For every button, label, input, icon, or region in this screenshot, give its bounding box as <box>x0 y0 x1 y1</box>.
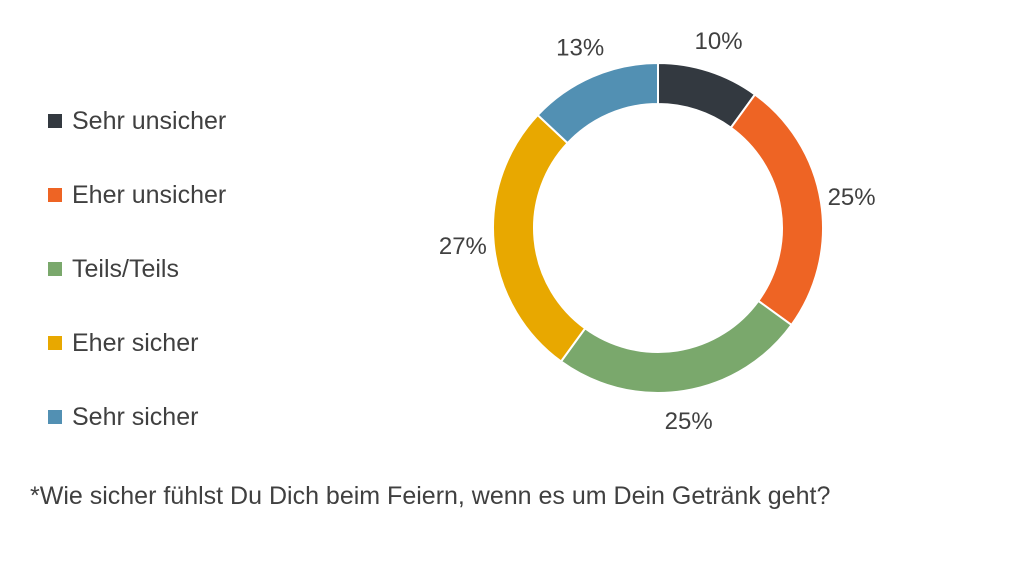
donut-slice-sehr-sicher <box>536 61 659 145</box>
legend-swatch <box>48 336 62 350</box>
legend-swatch <box>48 262 62 276</box>
donut-slice-eher-sicher <box>492 113 587 363</box>
data-label: 25% <box>828 184 876 211</box>
legend-swatch <box>48 114 62 128</box>
legend-item-eher-sicher: Eher sicher <box>48 322 226 364</box>
data-label: 13% <box>556 35 604 62</box>
data-label: 25% <box>665 408 713 435</box>
donut-chart: 10% 25% 25% 27% 13% <box>439 28 876 435</box>
chart-legend: Sehr unsicher Eher unsicher Teils/Teils … <box>48 100 226 470</box>
legend-item-eher-unsicher: Eher unsicher <box>48 174 226 216</box>
legend-item-sehr-sicher: Sehr sicher <box>48 396 226 438</box>
legend-label: Sehr sicher <box>72 402 199 431</box>
legend-label: Teils/Teils <box>72 254 179 283</box>
legend-label: Sehr unsicher <box>72 106 227 135</box>
data-label: 27% <box>439 233 487 260</box>
survey-question-footnote: *Wie sicher fühlst Du Dich beim Feiern, … <box>30 482 831 510</box>
legend-swatch <box>48 188 62 202</box>
donut-slice-teils-teils <box>559 299 793 395</box>
legend-label: Eher unsicher <box>72 180 227 209</box>
legend-label: Eher sicher <box>72 328 199 357</box>
data-label: 10% <box>695 28 743 55</box>
donut-slice-eher-unsicher <box>729 93 824 327</box>
legend-swatch <box>48 410 62 424</box>
legend-item-teils-teils: Teils/Teils <box>48 248 226 290</box>
legend-item-sehr-unsicher: Sehr unsicher <box>48 100 226 142</box>
